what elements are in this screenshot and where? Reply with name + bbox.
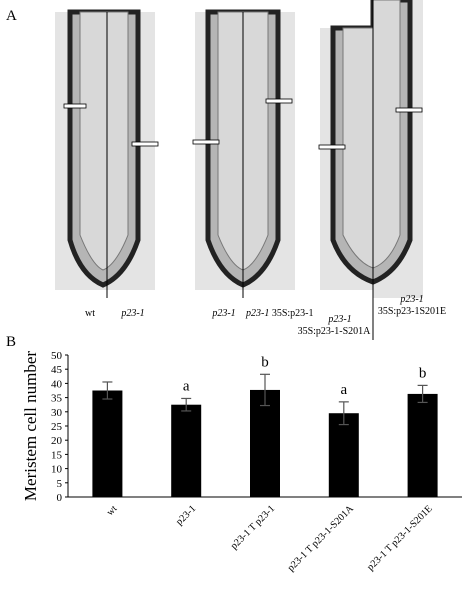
x-tick-label: p23-1 T p23-1-S201A [286,503,357,574]
caption: 35S:p23-1-S201A [298,326,372,337]
significance-letter: a [340,382,347,398]
y-axis-label: Meristem cell number [21,351,40,501]
caption: wt [85,308,95,319]
caption: 35S:p23-1S201E [378,306,446,317]
x-tick-label: wt [105,503,120,518]
y-tick-label: 25 [51,421,63,433]
caption-construct: 35S:p23-1 [272,308,314,319]
error-bar [417,384,428,404]
error-bar [181,397,192,412]
x-tick-label: p23-1 T p23-1 [229,503,277,551]
significance-letter: a [183,378,190,394]
bar [407,393,438,497]
caption: p23-1 35S:p23-1 [245,308,314,319]
y-tick-label: 5 [57,478,63,490]
y-tick-label: 50 [51,350,63,362]
bar [250,389,280,497]
caption: p23-1 [327,314,351,325]
significance-letter: b [261,354,269,370]
y-tick-label: 20 [51,435,63,447]
y-tick-label: 35 [51,393,63,405]
caption: p23-1 [399,294,423,305]
caption-genotype: p23-1 [245,308,269,319]
y-tick-label: 15 [51,449,63,461]
error-bar [338,401,349,426]
x-tick-label: p23-1 [174,503,198,527]
panel-label: B [6,334,16,350]
micrograph [55,9,159,298]
micrograph [318,0,423,340]
bar [171,404,202,497]
error-bar [260,373,270,407]
y-tick-label: 0 [57,492,63,504]
panel-label: A [6,8,17,24]
significance-letter: b [419,365,427,381]
error-bar [102,381,113,400]
micrograph [192,9,295,298]
y-tick-label: 40 [51,378,63,390]
x-tick-label: p23-1 T p23-1-S201E [365,503,435,573]
y-tick-label: 45 [51,364,63,376]
caption: p23-1 [211,308,235,319]
caption: p23-1 [120,308,144,319]
y-tick-label: 30 [51,407,63,419]
bar [92,390,123,497]
bar [328,413,359,497]
y-tick-label: 10 [51,464,63,476]
